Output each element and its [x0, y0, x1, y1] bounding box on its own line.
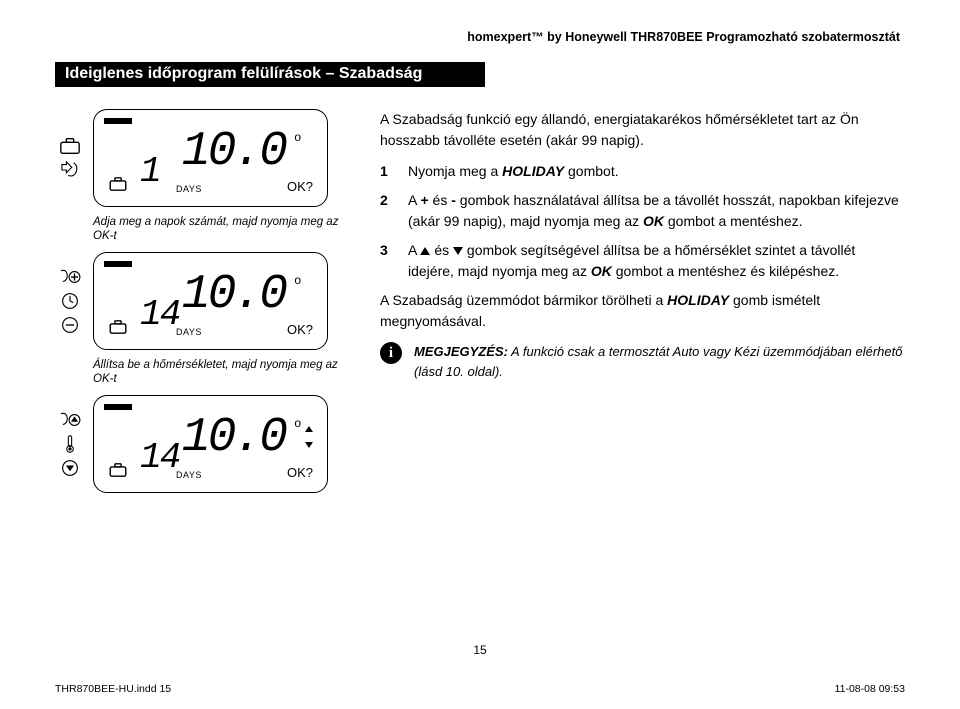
- step-3: 3 A és gombok segítségével állítsa be a …: [380, 240, 905, 282]
- down-button-icon: [57, 458, 83, 478]
- minus-icon: [57, 315, 83, 335]
- footer-left: THR870BEE-HU.indd 15: [55, 683, 171, 695]
- arrow-down-icon: [305, 442, 313, 448]
- lcd-row-1: 1 DAYS 10.0 o OK?: [55, 109, 355, 207]
- lcd-days-label-2: DAYS: [176, 327, 202, 337]
- brand-header: homexpert™ by Honeywell THR870BEE Progra…: [55, 30, 905, 44]
- lcd-display-1: 1 DAYS 10.0 o OK?: [93, 109, 328, 207]
- footer-right: 11-08-08 09:53: [835, 683, 905, 695]
- lcd-ok-3: OK?: [287, 465, 313, 480]
- lcd-arrows: [305, 426, 313, 448]
- thermometer-icon: [57, 434, 83, 454]
- footer: THR870BEE-HU.indd 15 11-08-08 09:53: [55, 683, 905, 695]
- step-text-2: A + és - gombok használatával állítsa be…: [408, 190, 905, 232]
- hand-press-icon: [57, 160, 83, 180]
- lcd-display-3: 14 DAYS 10.0 o OK?: [93, 395, 328, 493]
- arrow-up-icon: [305, 426, 313, 432]
- caption-days: Adja meg a napok számát, majd nyomja meg…: [93, 215, 355, 244]
- left-column: 1 DAYS 10.0 o OK? Adja meg a napok számá…: [55, 109, 355, 493]
- battery-bar-icon: [104, 404, 132, 410]
- right-column: A Szabadság funkció egy állandó, energia…: [380, 109, 905, 493]
- suitcase-small-icon: [108, 177, 128, 194]
- intro-text: A Szabadság funkció egy állandó, energia…: [380, 109, 905, 151]
- step-text-3: A és gombok segítségével állítsa be a hő…: [408, 240, 905, 282]
- icon-stack-3: [55, 410, 85, 478]
- lcd-temp-1: 10.0: [182, 128, 285, 176]
- lcd-days-3: 14: [140, 440, 179, 476]
- lcd-days-1: 1: [140, 154, 160, 190]
- suitcase-icon: [57, 136, 83, 156]
- step-2: 2 A + és - gombok használatával állítsa …: [380, 190, 905, 232]
- triangle-up-icon: [420, 247, 430, 255]
- hand-plus-icon: [57, 267, 83, 287]
- suitcase-small-icon: [108, 320, 128, 337]
- lcd-ok-2: OK?: [287, 322, 313, 337]
- triangle-down-icon: [453, 247, 463, 255]
- page-number: 15: [0, 643, 960, 657]
- lcd-deg-1: o: [294, 130, 301, 144]
- battery-bar-icon: [104, 118, 132, 124]
- lcd-days-label-1: DAYS: [176, 184, 202, 194]
- lcd-row-3: 14 DAYS 10.0 o OK?: [55, 395, 355, 493]
- caption-temp: Állítsa be a hőmérsékletet, majd nyomja …: [93, 358, 355, 387]
- lcd-temp-3: 10.0: [182, 414, 285, 462]
- lcd-display-2: 14 DAYS 10.0 o OK?: [93, 252, 328, 350]
- step-text-1: Nyomja meg a HOLIDAY gombot.: [408, 161, 905, 182]
- lcd-days-label-3: DAYS: [176, 470, 202, 480]
- note-row: i MEGJEGYZÉS: A funkció csak a termosztá…: [380, 342, 905, 381]
- icon-stack-1: [55, 136, 85, 180]
- lcd-row-2: 14 DAYS 10.0 o OK?: [55, 252, 355, 350]
- lcd-deg-3: o: [294, 416, 301, 430]
- step-num-1: 1: [380, 161, 394, 182]
- step-1: 1 Nyomja meg a HOLIDAY gombot.: [380, 161, 905, 182]
- icon-stack-2: [55, 267, 85, 335]
- suitcase-small-icon: [108, 463, 128, 480]
- step-num-2: 2: [380, 190, 394, 232]
- lcd-temp-2: 10.0: [182, 271, 285, 319]
- clock-icon: [57, 291, 83, 311]
- section-title: Ideiglenes időprogram felülírások – Szab…: [55, 62, 485, 87]
- lcd-ok-1: OK?: [287, 179, 313, 194]
- battery-bar-icon: [104, 261, 132, 267]
- info-icon: i: [380, 342, 402, 364]
- hand-up-icon: [57, 410, 83, 430]
- note-text: MEGJEGYZÉS: A funkció csak a termosztát …: [414, 342, 905, 381]
- step-num-3: 3: [380, 240, 394, 282]
- cancel-text: A Szabadság üzemmódot bármikor törölheti…: [380, 290, 905, 332]
- lcd-days-2: 14: [140, 297, 179, 333]
- lcd-deg-2: o: [294, 273, 301, 287]
